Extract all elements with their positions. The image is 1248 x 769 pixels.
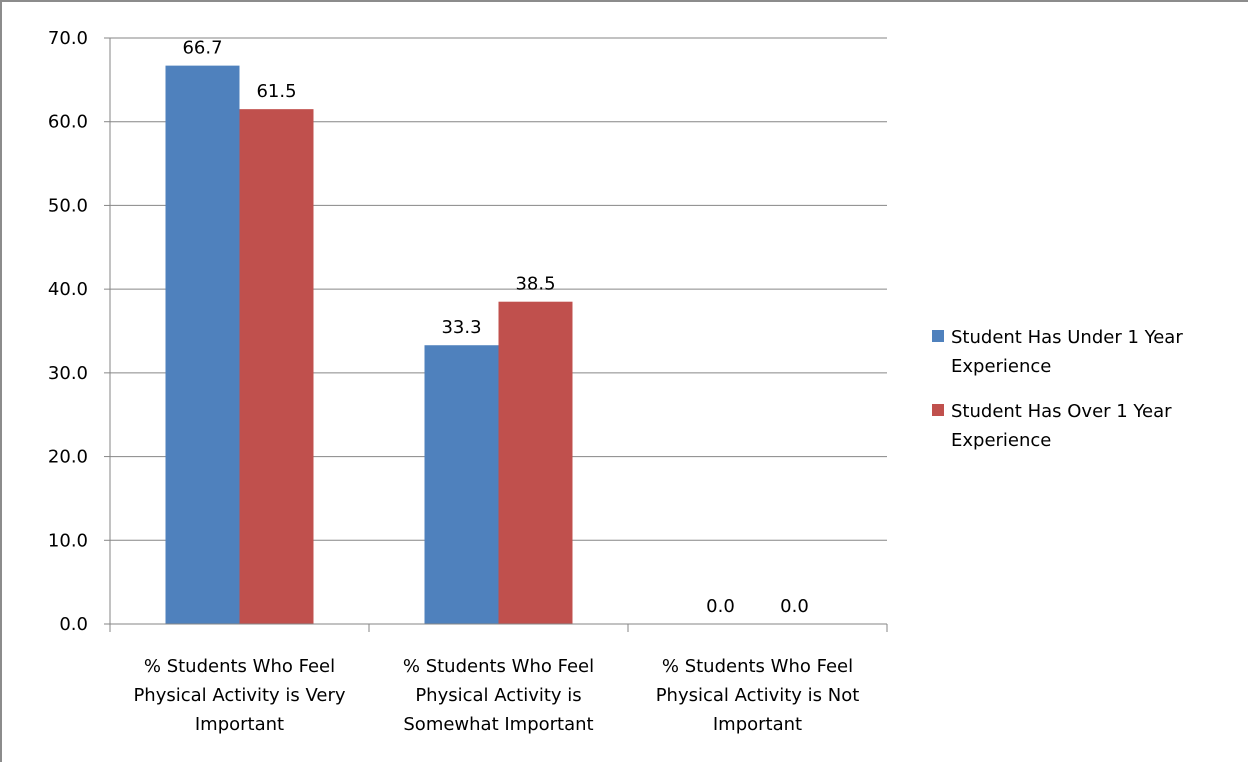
bar xyxy=(239,109,314,624)
axes xyxy=(104,37,888,632)
data-label: 66.7 xyxy=(182,38,222,59)
legend-label: Experience xyxy=(951,430,1051,451)
legend-swatch xyxy=(932,330,944,342)
x-category-label: Physical Activity is Not xyxy=(656,685,860,706)
y-tick-label: 60.0 xyxy=(48,112,88,133)
data-label: 61.5 xyxy=(256,81,296,102)
data-label: 0.0 xyxy=(780,596,809,617)
data-label: 38.5 xyxy=(515,274,555,295)
y-tick-label: 20.0 xyxy=(48,447,88,468)
x-category-label: Somewhat Important xyxy=(403,714,593,735)
legend-swatch xyxy=(932,404,944,416)
y-tick-label: 10.0 xyxy=(48,530,88,551)
legend: Student Has Under 1 Year Experience Studen… xyxy=(932,327,1183,451)
x-category-label: Important xyxy=(195,714,284,735)
x-category-label: % Students Who Feel xyxy=(662,656,853,677)
bar xyxy=(498,301,573,624)
y-tick-label: 40.0 xyxy=(48,279,88,300)
legend-label: Experience xyxy=(951,356,1051,377)
y-tick-label: 50.0 xyxy=(48,195,88,216)
bar xyxy=(165,65,240,624)
bar xyxy=(424,345,499,624)
bars xyxy=(165,65,573,624)
y-tick-label: 0.0 xyxy=(59,614,88,635)
y-tick-label: 30.0 xyxy=(48,363,88,384)
x-category-label: % Students Who Feel xyxy=(403,656,594,677)
x-category-label: Important xyxy=(713,714,802,735)
data-label: 33.3 xyxy=(441,317,481,338)
x-category-labels: % Students Who Feel Physical Activity is … xyxy=(133,656,859,735)
data-labels: 66.7 33.3 0.0 61.5 38.5 0.0 xyxy=(182,38,808,617)
data-label: 0.0 xyxy=(706,596,735,617)
x-category-label: Physical Activity is Very xyxy=(133,685,345,706)
x-category-label: % Students Who Feel xyxy=(144,656,335,677)
legend-label: Student Has Over 1 Year xyxy=(951,401,1172,422)
x-category-label: Physical Activity is xyxy=(415,685,581,706)
y-tick-label: 70.0 xyxy=(48,28,88,49)
y-tick-labels: 0.0 10.0 20.0 30.0 40.0 50.0 60.0 70.0 xyxy=(48,28,88,635)
legend-label: Student Has Under 1 Year xyxy=(951,327,1183,348)
